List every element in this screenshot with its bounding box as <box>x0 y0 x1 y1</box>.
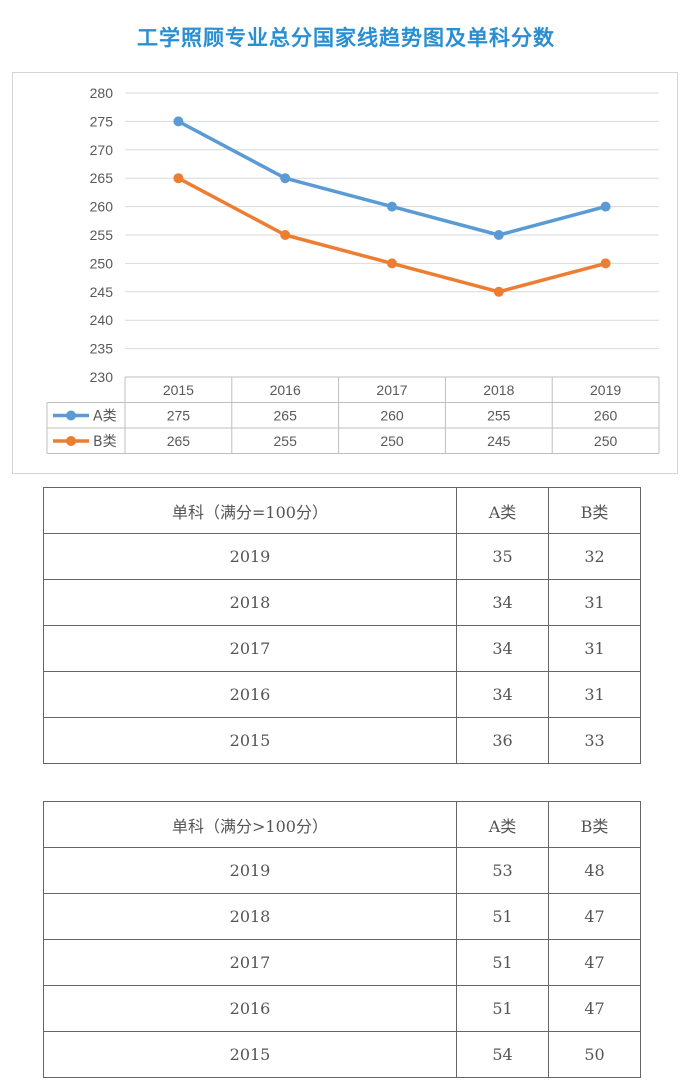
table-row: 2016 51 47 <box>43 985 641 1032</box>
legend-label: B类 <box>93 434 117 450</box>
table-header-cell: 单科（满分>100分） <box>43 801 457 848</box>
table-cell: 32 <box>548 533 641 580</box>
y-tick-label: 255 <box>90 227 114 243</box>
y-tick-label: 270 <box>90 142 114 158</box>
table-cell: 2015 <box>43 717 457 764</box>
x-tick-label: 2018 <box>483 382 514 398</box>
page-title: 工学照顾专业总分国家线趋势图及单科分数 <box>137 25 555 50</box>
data-point <box>387 201 397 212</box>
table-cell: 47 <box>548 985 641 1032</box>
y-tick-label: 240 <box>90 312 114 328</box>
table-header-cell: A类 <box>456 487 549 534</box>
table-value: 250 <box>594 433 618 449</box>
score-table-over-100: 单科（满分>100分） A类 B类 2019 53 48 2018 51 47 2017 51 47 2… <box>43 801 641 1078</box>
table-row: 2015 54 50 <box>43 1031 641 1078</box>
table-header-cell: A类 <box>456 801 549 848</box>
table-row: 2018 51 47 <box>43 893 641 940</box>
table-header-cell: B类 <box>548 487 641 534</box>
table-row: 2017 51 47 <box>43 939 641 986</box>
table-row: 2017 34 31 <box>43 625 641 672</box>
table-header-cell: B类 <box>548 801 641 848</box>
table-value: 250 <box>380 433 404 449</box>
x-tick-label: 2019 <box>590 382 621 398</box>
table-value: 255 <box>274 433 298 449</box>
table-cell: 34 <box>456 579 549 626</box>
data-point <box>173 116 184 127</box>
legend-key-marker <box>66 436 76 446</box>
data-point <box>493 286 504 297</box>
table-header-row: 单科（满分=100分） A类 B类 <box>43 487 641 534</box>
legend-label: A类 <box>93 409 117 425</box>
line-chart: 230 235 240 245 250 255 260 265 270 275 280 2015 201… <box>46 85 660 454</box>
table-cell: 2016 <box>43 985 457 1032</box>
x-tick-label: 2016 <box>270 382 301 398</box>
table-value: 255 <box>487 408 511 424</box>
table-cell: 34 <box>456 625 549 672</box>
data-point <box>600 258 611 269</box>
table-value: 265 <box>274 408 298 424</box>
table-cell: 31 <box>548 625 641 672</box>
table-cell: 50 <box>548 1031 641 1078</box>
table-cell: 31 <box>548 671 641 718</box>
y-tick-label: 245 <box>90 284 114 300</box>
table-header-cell: 单科（满分=100分） <box>43 487 457 534</box>
data-point <box>280 173 291 184</box>
x-tick-label: 2017 <box>376 382 407 398</box>
data-point <box>280 230 291 240</box>
table-cell: 2018 <box>43 579 457 626</box>
table-row: 2015 36 33 <box>43 717 641 764</box>
table-cell: 51 <box>456 939 549 986</box>
table-cell: 2017 <box>43 625 457 672</box>
table-value: 245 <box>487 433 511 449</box>
table-value: 260 <box>594 408 618 424</box>
y-tick-label: 275 <box>90 113 114 129</box>
table-header-row: 单科（满分>100分） A类 B类 <box>43 801 641 848</box>
data-point <box>493 230 504 240</box>
table-row: 2019 53 48 <box>43 847 641 894</box>
table-cell: 33 <box>548 717 641 764</box>
table-cell: 51 <box>456 893 549 940</box>
table-cell: 2016 <box>43 671 457 718</box>
table-row: 2019 35 32 <box>43 533 641 580</box>
table-row: 2018 34 31 <box>43 579 641 626</box>
score-table-max-100: 单科（满分=100分） A类 B类 2019 35 32 2018 34 31 2017 34 31 2… <box>43 487 641 764</box>
table-cell: 2015 <box>43 1031 457 1078</box>
data-point <box>600 201 611 212</box>
table-cell: 2019 <box>43 847 457 894</box>
table-cell: 51 <box>456 985 549 1032</box>
x-tick-label: 2015 <box>163 382 194 398</box>
table-cell: 31 <box>548 579 641 626</box>
table-cell: 2019 <box>43 533 457 580</box>
table-cell: 35 <box>456 533 549 580</box>
y-tick-label: 260 <box>90 199 114 215</box>
table-cell: 48 <box>548 847 641 894</box>
table-cell: 53 <box>456 847 549 894</box>
data-point <box>387 258 397 269</box>
table-cell: 47 <box>548 893 641 940</box>
table-cell: 47 <box>548 939 641 986</box>
table-value: 275 <box>167 408 191 424</box>
line-chart-frame: 230 235 240 245 250 255 260 265 270 275 280 2015 201… <box>12 72 678 474</box>
table-cell: 54 <box>456 1031 549 1078</box>
y-tick-label: 265 <box>90 170 114 186</box>
y-tick-label: 235 <box>90 341 114 357</box>
table-value: 260 <box>380 408 404 424</box>
table-cell: 2017 <box>43 939 457 986</box>
table-row: 2016 34 31 <box>43 671 641 718</box>
table-cell: 36 <box>456 717 549 764</box>
table-cell: 2018 <box>43 893 457 940</box>
legend-key-marker <box>66 410 76 421</box>
y-tick-label: 280 <box>90 85 114 101</box>
table-cell: 34 <box>456 671 549 718</box>
data-point <box>173 173 184 184</box>
table-value: 265 <box>167 433 191 449</box>
y-tick-label: 250 <box>90 255 114 271</box>
y-tick-label: 230 <box>90 369 114 385</box>
